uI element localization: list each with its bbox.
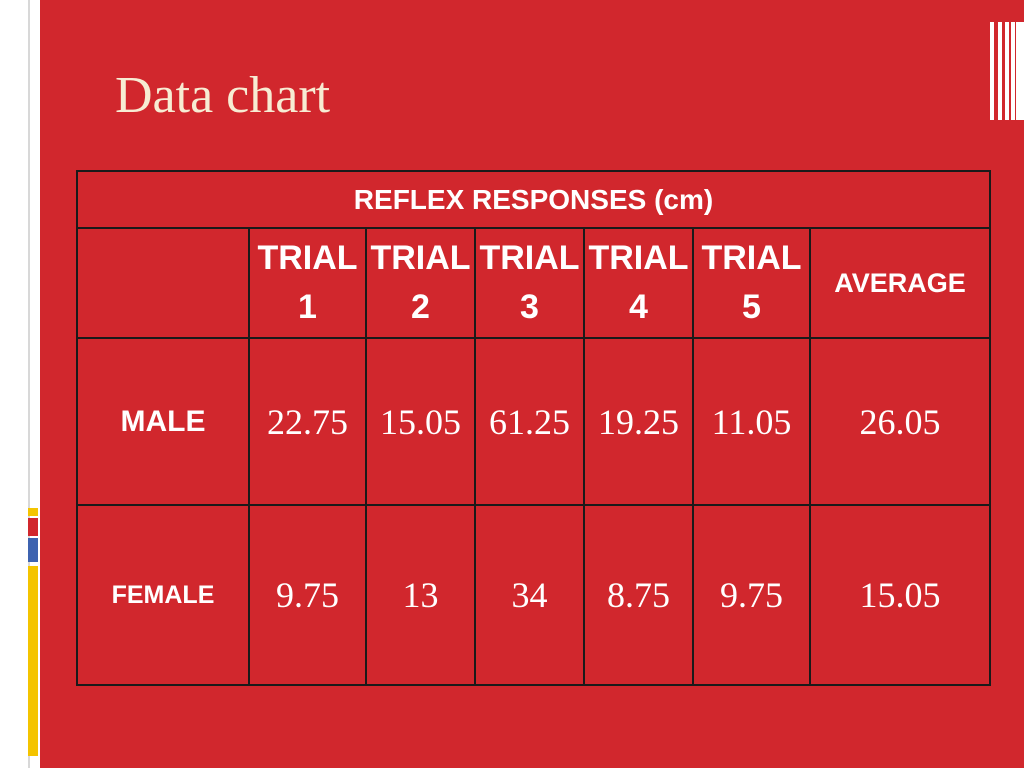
accent-bar-red: [28, 518, 38, 536]
table-row: FEMALE 9.75 13 34 8.75 9.75 15.05: [76, 504, 991, 686]
row-label-female: FEMALE: [76, 504, 250, 686]
table-caption: REFLEX RESPONSES (cm): [76, 170, 991, 229]
row-label-male: MALE: [76, 337, 250, 506]
accent-bar-yellow: [28, 566, 38, 756]
female-average: 15.05: [809, 504, 991, 686]
header-trial-3: TRIAL 3: [474, 227, 585, 339]
header-trial-4: TRIAL 4: [583, 227, 694, 339]
female-trial-3: 34: [474, 504, 585, 686]
left-margin-strip: [0, 0, 40, 768]
empty-corner-cell: [76, 227, 250, 339]
accent-bar-yellow-top: [28, 508, 38, 516]
header-average: AVERAGE: [809, 227, 991, 339]
header-trial-1: TRIAL 1: [248, 227, 367, 339]
female-trial-1: 9.75: [248, 504, 367, 686]
female-trial-4: 8.75: [583, 504, 694, 686]
decorative-stripes: [990, 22, 1024, 120]
table-row: MALE 22.75 15.05 61.25 19.25 11.05 26.05: [76, 337, 991, 506]
header-trial-5: TRIAL 5: [692, 227, 811, 339]
male-trial-5: 11.05: [692, 337, 811, 506]
male-trial-4: 19.25: [583, 337, 694, 506]
male-trial-1: 22.75: [248, 337, 367, 506]
reflex-data-table: REFLEX RESPONSES (cm) TRIAL 1 TRIAL 2 TR…: [76, 170, 991, 686]
accent-bar-blue: [28, 538, 38, 562]
margin-line: [28, 0, 30, 768]
header-trial-2: TRIAL 2: [365, 227, 476, 339]
female-trial-5: 9.75: [692, 504, 811, 686]
female-trial-2: 13: [365, 504, 476, 686]
male-trial-3: 61.25: [474, 337, 585, 506]
slide-title: Data chart: [115, 67, 331, 124]
male-trial-2: 15.05: [365, 337, 476, 506]
male-average: 26.05: [809, 337, 991, 506]
